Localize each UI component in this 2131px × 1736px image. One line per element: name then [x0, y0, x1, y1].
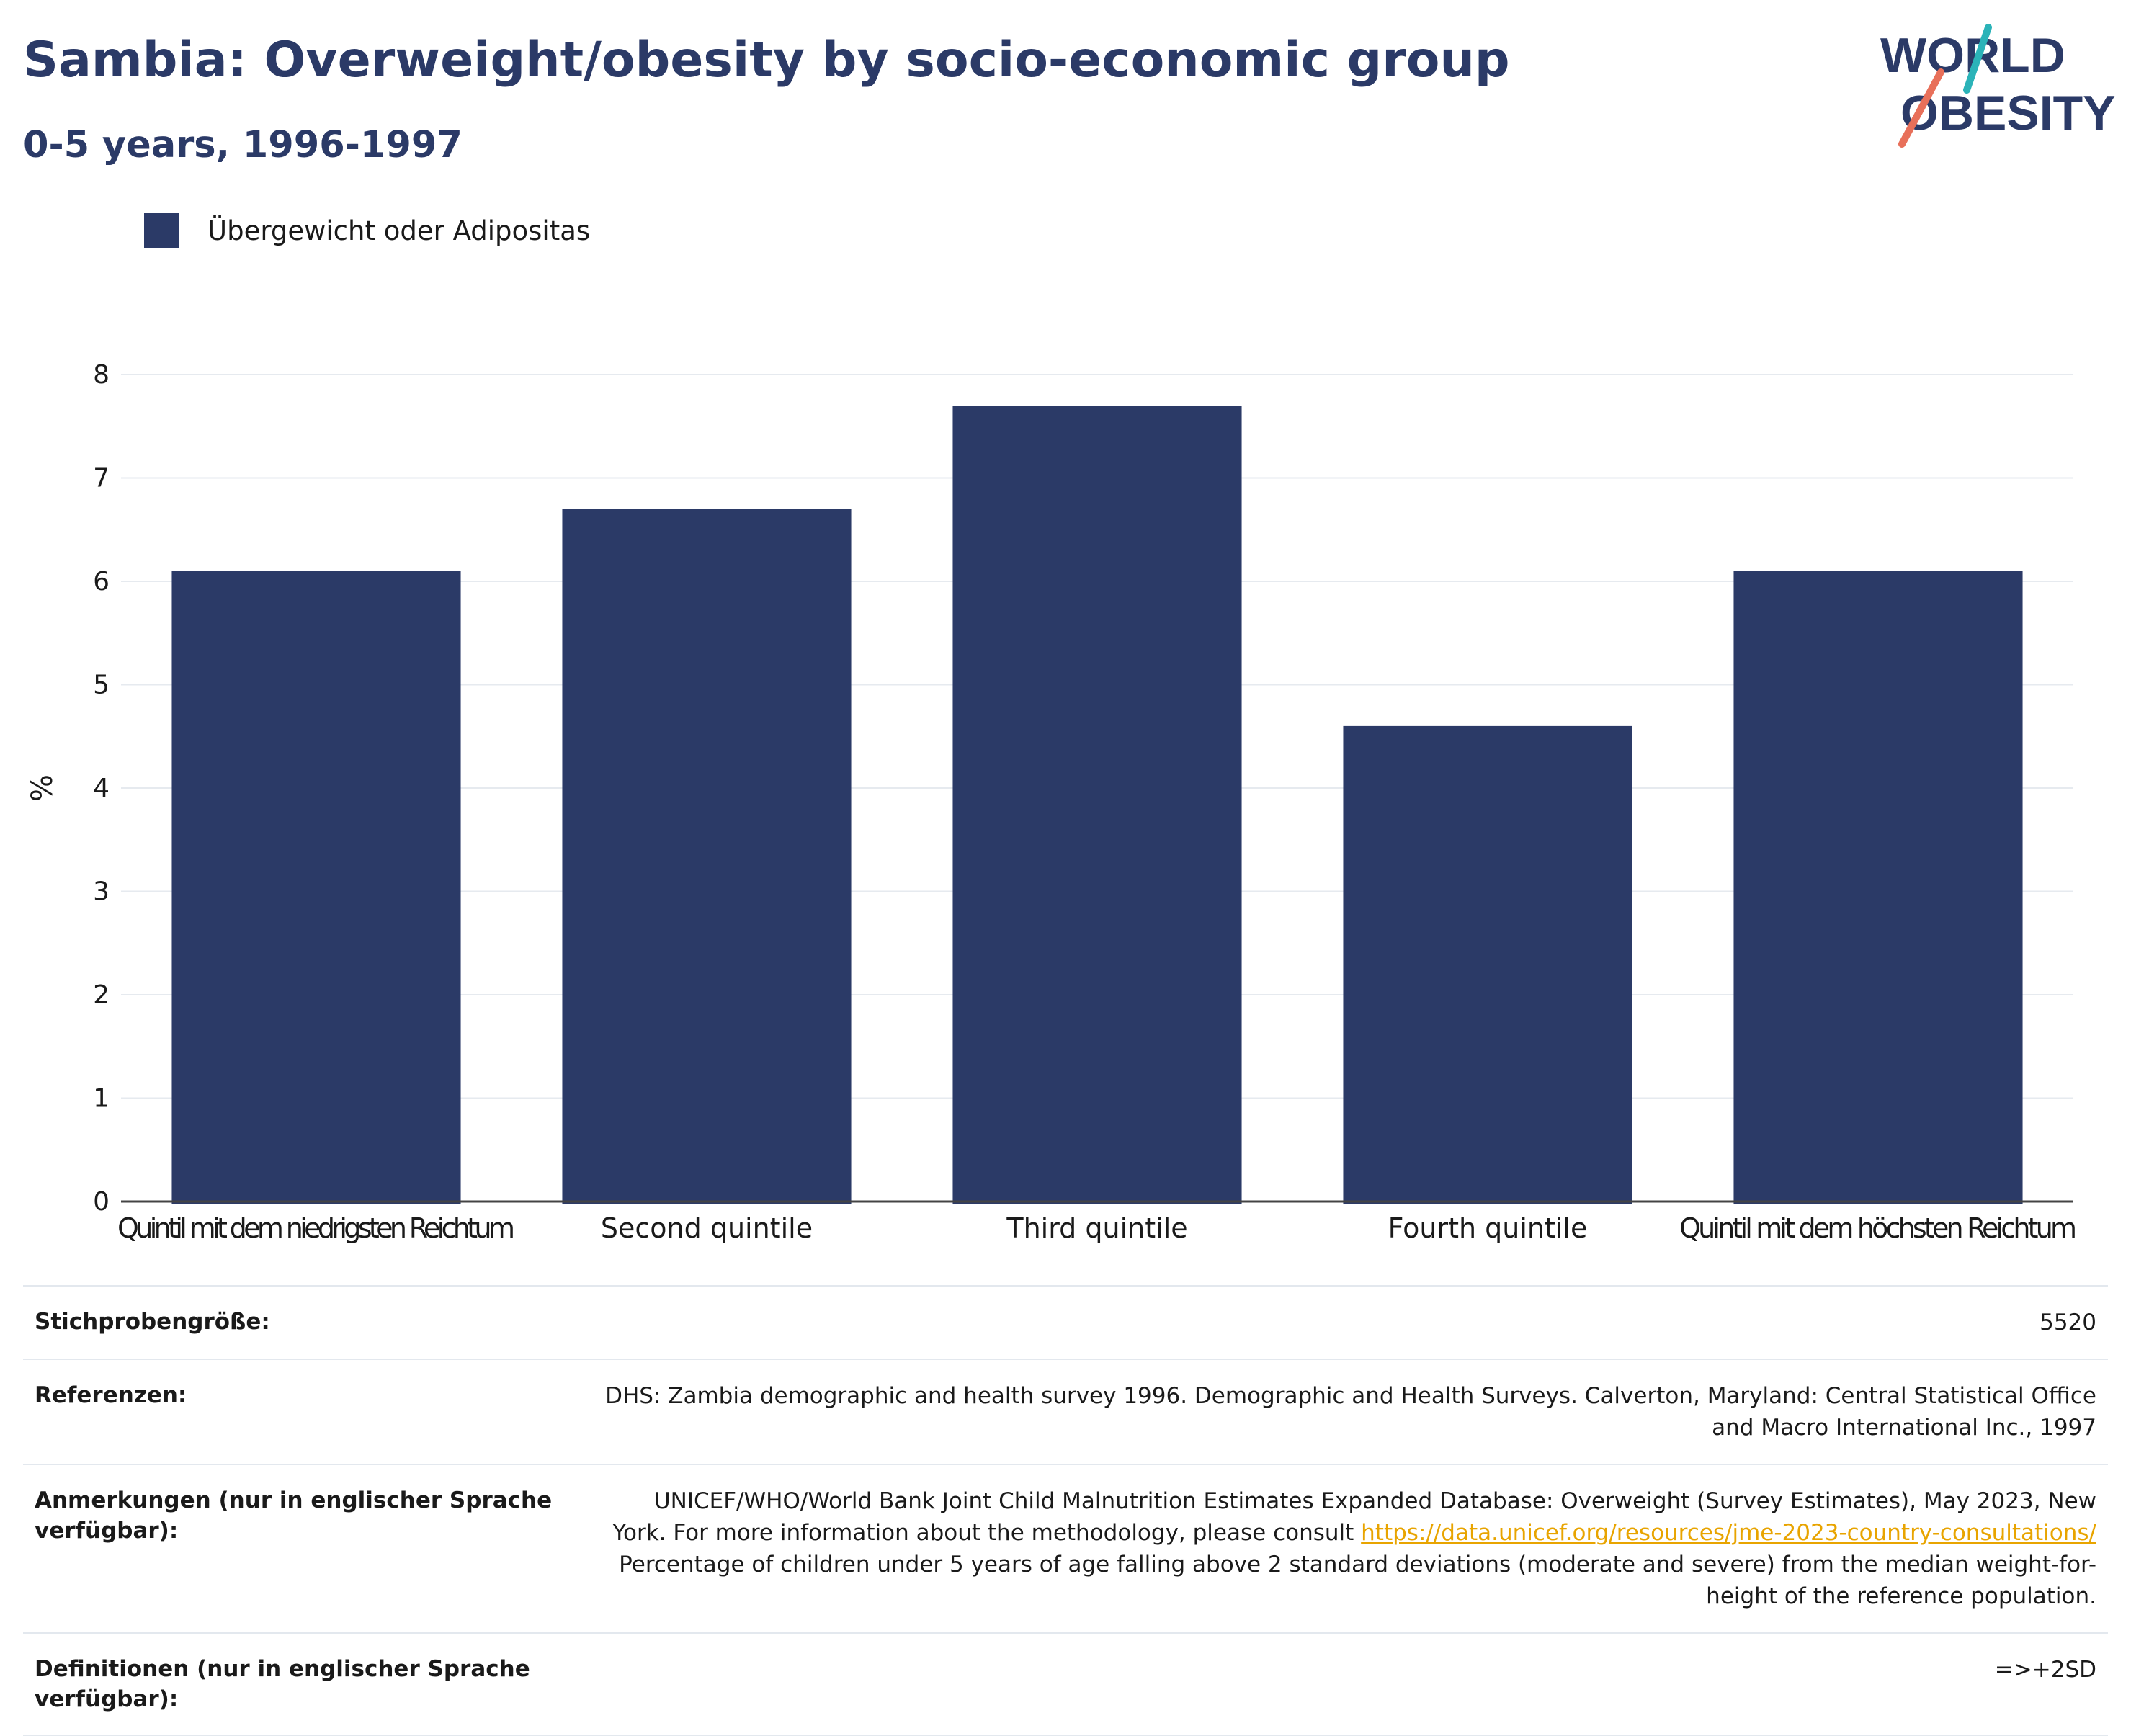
y-tick-label: 0 [93, 1187, 110, 1217]
bar [1343, 725, 1632, 1204]
definitions-value: =>+2SD [1994, 1657, 2096, 1683]
bar [1733, 571, 2023, 1204]
definitions-label: Definitionen (nur in englischer Sprache … [35, 1656, 530, 1713]
y-tick-label: 2 [93, 980, 110, 1010]
notes-label: Anmerkungen (nur in englischer Sprache v… [35, 1487, 553, 1544]
info-row-references: Referenzen: DHS: Zambia demographic and … [23, 1359, 2108, 1464]
info-row-sample-size: Stichprobengröße: 5520 [23, 1285, 2108, 1359]
y-tick-label: 8 [93, 360, 110, 390]
x-tick-label: Fourth quintile [1388, 1212, 1588, 1244]
y-tick-label: 6 [93, 567, 110, 596]
sample-size-label: Stichprobengröße: [35, 1309, 270, 1335]
info-row-notes: Anmerkungen (nur in englischer Sprache v… [23, 1464, 2108, 1632]
y-axis-title: % [26, 774, 59, 802]
x-tick-label: Quintil mit dem höchsten Reichtum [1679, 1212, 2077, 1244]
logo-slash-teal [1963, 24, 1992, 94]
info-row-definitions: Definitionen (nur in englischer Sprache … [23, 1632, 2108, 1736]
y-tick-label: 5 [93, 671, 110, 700]
world-obesity-logo: WORLD OBESITY [1880, 24, 2116, 148]
logo-text-obesity: OBESITY [1900, 86, 2116, 140]
x-tick-label: Third quintile [1006, 1212, 1187, 1244]
notes-text: UNICEF/WHO/World Bank Joint Child Malnut… [612, 1488, 2096, 1547]
methodology-link[interactable]: https://data.unicef.org/resources/jme-20… [1361, 1520, 2096, 1547]
y-tick-label: 4 [93, 774, 110, 803]
legend-swatch [144, 213, 179, 248]
y-tick-label: 1 [93, 1084, 110, 1114]
notes-value: UNICEF/WHO/World Bank Joint Child Malnut… [598, 1485, 2096, 1612]
chart-legend[interactable]: Übergewicht oder Adipositas [144, 213, 590, 248]
references-label: Referenzen: [35, 1382, 187, 1409]
bar-chart: 0 1 2 3 4 5 6 7 8% Quintil mit dem niedrigsten Re… [26, 360, 2077, 1244]
bar [171, 571, 461, 1204]
x-tick-label: Quintil mit dem niedrigsten Reichtum [117, 1212, 515, 1244]
chart-subtitle: 0-5 years, 1996-1997 [23, 124, 463, 166]
y-tick-label: 7 [93, 464, 110, 493]
chart-title: Sambia: Overweight/obesity by socio-econ… [23, 32, 1510, 89]
references-value: DHS: Zambia demographic and health surve… [605, 1383, 2096, 1441]
bar [562, 509, 852, 1204]
x-tick-label: Second quintile [601, 1212, 813, 1244]
info-table: Stichprobengröße: 5520 Referenzen: DHS: … [23, 1285, 2108, 1736]
sample-size-value: 5520 [2040, 1310, 2096, 1335]
logo-slash-coral [1898, 68, 1944, 148]
legend-label: Übergewicht oder Adipositas [207, 215, 591, 246]
notes-text-definition: Percentage of children under 5 years of … [619, 1552, 2096, 1610]
bar [952, 406, 1242, 1204]
y-tick-label: 3 [93, 877, 110, 907]
